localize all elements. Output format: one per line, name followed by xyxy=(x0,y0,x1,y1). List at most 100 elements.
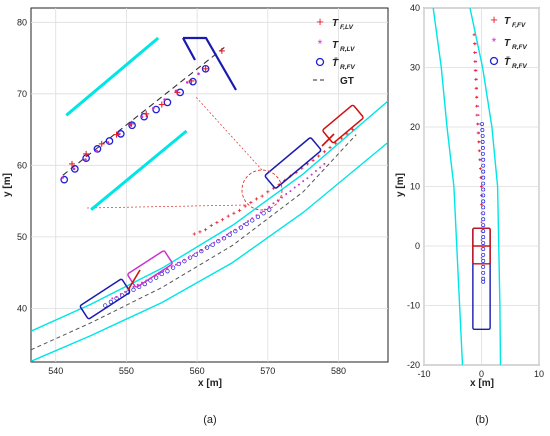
chart-b-front-fv-point-18 xyxy=(480,194,483,197)
chart-a-vehicle-lead-front xyxy=(322,104,364,144)
chart-a-vehicle-follow-rear xyxy=(79,278,131,320)
chart-a-ytick-0: 40 xyxy=(17,303,27,313)
chart-a-inset-rear-fv-point-12 xyxy=(201,64,210,73)
chart-a-front-lv-point-7 xyxy=(232,211,236,215)
chart-b-rear-fv-point-7 xyxy=(477,105,479,108)
chart-b-rear-fv-point-9 xyxy=(478,123,480,125)
chart-a-rear-lv-point-50 xyxy=(323,162,326,165)
chart-a-rear-fv-point-17 xyxy=(199,249,204,254)
chart-a-inset-front-lv-point-2 xyxy=(98,140,105,147)
chart-a-rear-lv-point-29 xyxy=(234,228,237,231)
chart-b-rear-fv-est-point-2 xyxy=(480,133,485,138)
chart-a-legend-marker-2: * xyxy=(318,37,323,51)
chart-a-ytick-2: 60 xyxy=(17,160,27,170)
chart-a-front-lv-point-22 xyxy=(317,154,321,158)
chart-a-rear-lv-point-5 xyxy=(132,285,135,288)
chart-b-rear-fv-point-21 xyxy=(480,230,483,233)
chart-a-rear-fv-point-22 xyxy=(227,232,232,237)
chart-b-legend-main-3: T̄ xyxy=(504,56,511,68)
chart-a-inset-rear-lv-point-7 xyxy=(140,115,144,119)
chart-b-rear-fv-point-3 xyxy=(475,69,478,72)
chart-b-road-left xyxy=(432,8,464,365)
chart-b-ytick-1: -10 xyxy=(407,301,420,311)
chart-a-rear-lv-point-21 xyxy=(200,249,203,252)
chart-a-legend-sub-3: R,FV xyxy=(340,64,355,71)
chart-b-rear-fv-est-point-19 xyxy=(481,235,486,240)
chart-a-xtick-0: 540 xyxy=(48,366,63,376)
chart-a-rear-lv-point-40 xyxy=(280,196,283,199)
chart-b-ytick-6: 40 xyxy=(410,3,420,13)
chart-b-rear-fv-est-point-17 xyxy=(481,223,486,228)
chart-a-ytick-1: 50 xyxy=(17,232,27,242)
chart-b-rear-fv-point-2 xyxy=(475,60,478,63)
chart-a-vehicle-follow-front xyxy=(127,250,173,288)
chart-b-rear-fv-est-point-6 xyxy=(481,157,486,162)
chart-b-rear-fv-est-point-0 xyxy=(480,122,485,126)
chart-a-front-lv-point-24 xyxy=(328,145,332,150)
chart-a-inset-front-lv-point-1 xyxy=(83,150,90,157)
chart-b-rear-fv-est-point-16 xyxy=(481,217,486,222)
chart-a-rear-lv-point-30 xyxy=(238,225,241,228)
chart-a-inset-rear-fv-point-6 xyxy=(128,121,136,130)
chart-a-rear-lv-point-0 xyxy=(111,297,114,300)
chart-b-rear-fv-est-point-11 xyxy=(481,187,486,192)
chart-b-legend-main-2: T xyxy=(504,38,511,49)
chart-a-rear-lv-point-45 xyxy=(302,180,305,183)
chart-a-rear-lv-point-47 xyxy=(310,173,313,176)
chart-b-front-fv-point-19 xyxy=(480,202,483,206)
chart-a-rear-lv-point-18 xyxy=(187,256,190,259)
chart-b-front-fv-point-13 xyxy=(477,149,481,153)
chart-a-xlabel: x [m] xyxy=(198,378,222,389)
chart-a-inset-front-lv-point-5 xyxy=(143,110,150,117)
chart-a-inset-rear-fv-point-5 xyxy=(116,130,125,138)
chart-b-road-right xyxy=(469,8,502,365)
chart-b-front-fv-point-0 xyxy=(472,33,476,37)
chart-a-inset-rear-fv-point-1 xyxy=(70,165,79,173)
chart-a-rear-lv-point-48 xyxy=(314,170,317,173)
chart-a-xtick-1: 550 xyxy=(119,366,134,376)
chart-b-front-fv-point-5 xyxy=(474,78,478,81)
chart-b-rear-fv-est-point-4 xyxy=(480,145,485,150)
chart-a-front-lv-point-6 xyxy=(226,214,230,218)
chart-a-inset-rear-lv-point-10 xyxy=(174,89,178,93)
chart-a-rear-fv-point-16 xyxy=(193,252,198,257)
chart-b-rear-fv-est-point-27 xyxy=(481,279,486,284)
chart-b-rear-fv-point-19 xyxy=(480,212,483,215)
chart-a-front-lv-point-2 xyxy=(204,228,208,232)
chart-a-ytick-3: 70 xyxy=(17,89,27,99)
chart-b-caption: (b) xyxy=(475,414,488,426)
chart-a-front-lv-point-11 xyxy=(254,197,259,201)
chart-b-ytick-3: 10 xyxy=(410,182,420,192)
chart-a-front-lv-point-23 xyxy=(322,150,326,154)
chart-b-ytick-4: 20 xyxy=(410,122,420,132)
chart-a-front-lv-point-1 xyxy=(198,230,202,234)
chart-b-rear-fv-est-point-14 xyxy=(481,205,486,210)
chart-b-rear-fv-point-22 xyxy=(480,239,483,241)
chart-b-legend-sub-1: F,FV xyxy=(512,22,526,29)
chart-b-rear-fv-point-24 xyxy=(480,257,483,259)
chart-a-legend-marker-1: + xyxy=(316,14,324,29)
chart-a-legend-main-4: GT xyxy=(340,76,354,87)
chart-b-ytick-0: -20 xyxy=(407,360,420,370)
chart-a-zoom-link-bottom xyxy=(85,204,246,209)
chart-a-inset-rear-lv-point-8 xyxy=(151,106,155,110)
chart-b-front-fv-point-1 xyxy=(472,42,476,46)
chart-b-rear-fv-est-point-5 xyxy=(480,151,485,156)
chart-b-rear-fv-point-0 xyxy=(474,42,477,45)
chart-a-rear-lv-point-16 xyxy=(179,261,182,264)
chart-a-plot xyxy=(31,36,388,362)
chart-a-front-lv-point-10 xyxy=(249,200,253,205)
chart-a-inset-front-lv-point-3 xyxy=(113,131,120,138)
chart-a-rear-lv-point-34 xyxy=(255,214,258,217)
chart-a-inset-front-lv-point-6 xyxy=(158,101,165,108)
chart-b-rear-fv-est-point-8 xyxy=(481,169,486,174)
chart-b-legend-main-1: T xyxy=(504,16,511,27)
chart-b-front-fv-point-16 xyxy=(479,176,483,179)
chart-a-rear-lv-point-17 xyxy=(183,258,186,261)
chart-a-rear-fv-point-25 xyxy=(244,221,249,227)
chart-b-rear-fv-est-point-3 xyxy=(480,139,485,144)
chart-b-front-fv-point-6 xyxy=(474,86,478,90)
chart-a-front-lv-point-13 xyxy=(266,190,270,194)
